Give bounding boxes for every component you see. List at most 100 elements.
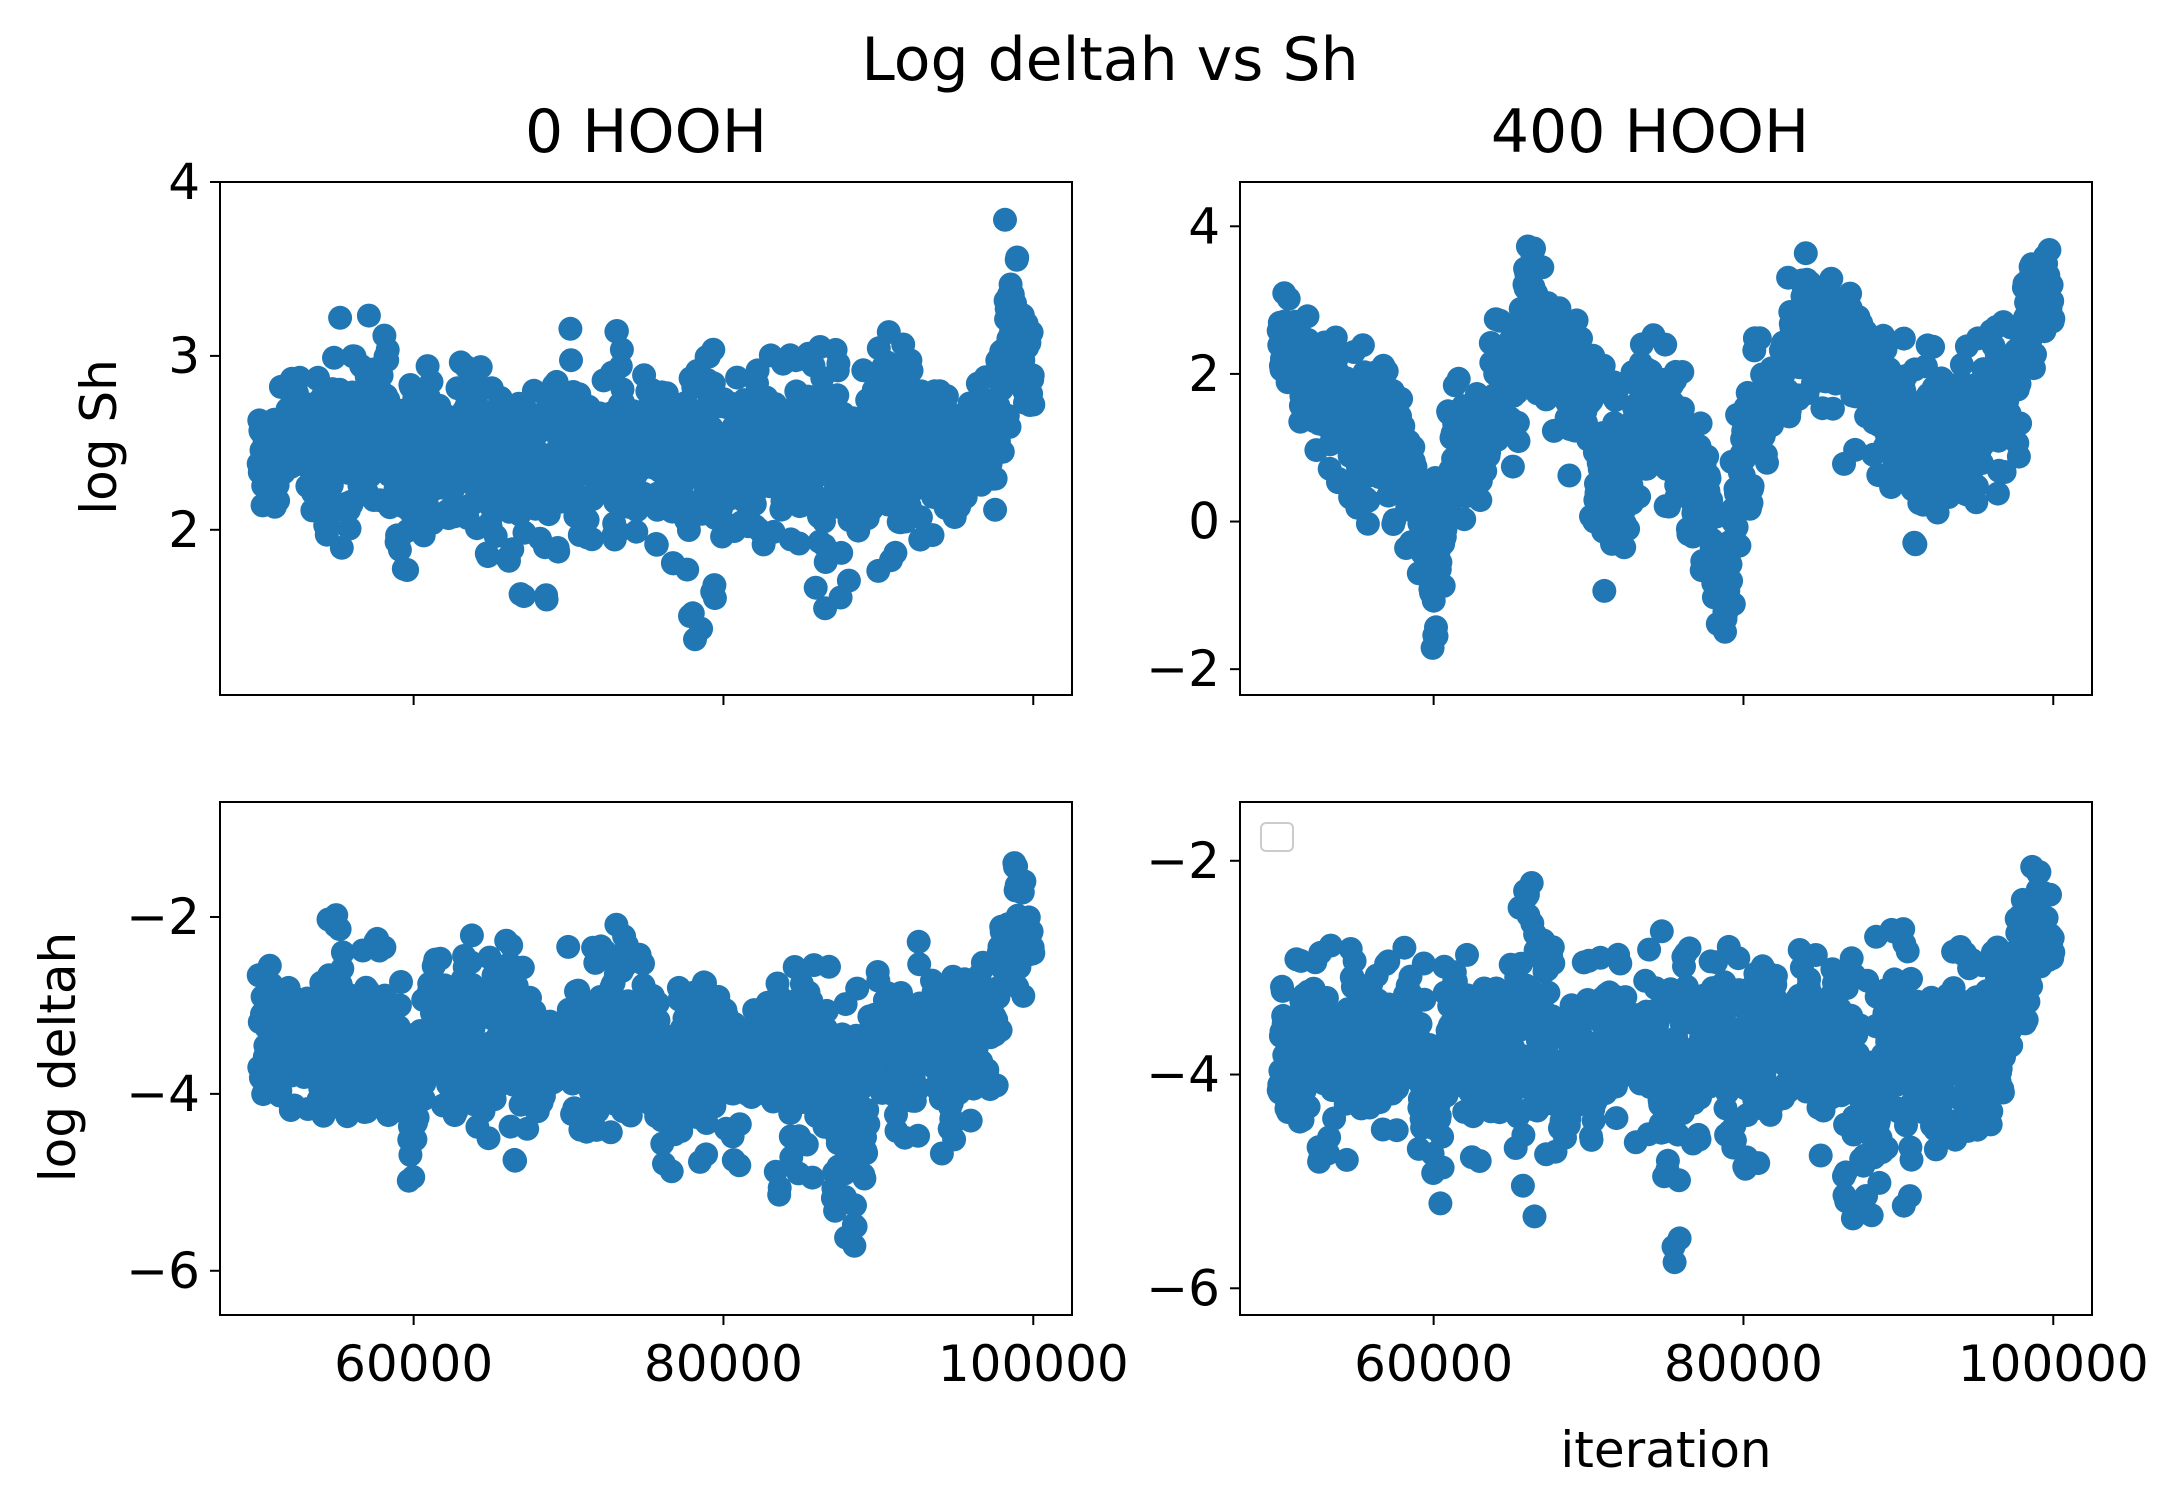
scatter-point: [535, 588, 559, 612]
scatter-point: [1678, 936, 1702, 960]
scatter-point: [1425, 624, 1449, 648]
scatter-point: [1389, 387, 1413, 411]
scatter-point: [401, 1165, 425, 1189]
scatter-point: [854, 1141, 878, 1165]
scatter-point: [1431, 1156, 1455, 1180]
scatter-point: [1392, 936, 1416, 960]
scatter-point: [2023, 342, 2047, 366]
scatter-point: [2008, 411, 2032, 435]
scatter-point: [993, 208, 1017, 232]
scatter-point: [1536, 981, 1560, 1005]
scatter-point: [1523, 1204, 1547, 1228]
scatter-point: [800, 1166, 824, 1190]
scatter-point: [991, 440, 1015, 464]
scatter-point: [1455, 943, 1479, 967]
scatter-point: [1755, 451, 1779, 475]
scatter-point: [1748, 326, 1772, 350]
x-axis-label-iteration: iteration: [1560, 1421, 1771, 1479]
scatter-point: [1432, 574, 1456, 598]
scatter-point: [906, 1124, 930, 1148]
scatter-point: [694, 1142, 718, 1166]
scatter-point: [817, 955, 841, 979]
panel-title-400-hooh: 400 HOOH: [1491, 97, 1809, 167]
scatter-point: [338, 517, 362, 541]
scatter-point: [376, 338, 400, 362]
scatter-point: [1663, 1250, 1687, 1274]
scatter-point: [1719, 569, 1743, 593]
y-axis-label-log-deltah: log deltah: [29, 932, 87, 1182]
scatter-point: [1430, 1125, 1454, 1149]
scatter-point: [2007, 445, 2031, 469]
scatter-point: [1012, 869, 1036, 893]
scatter-point: [1005, 246, 1029, 270]
scatter-point: [1021, 941, 1045, 965]
y-axis-label-log-sh: log Sh: [70, 359, 128, 515]
scatter-point: [460, 923, 484, 947]
scatter-point: [328, 306, 352, 330]
scatter-point: [728, 1112, 752, 1136]
scatter-point: [1412, 952, 1436, 976]
scatter-point: [503, 1149, 527, 1173]
scatter-point: [558, 317, 582, 341]
scatter-point: [1343, 949, 1367, 973]
panel-title-0-hooh: 0 HOOH: [525, 97, 767, 167]
scatter-point: [1604, 1106, 1628, 1130]
scatter-point: [1296, 304, 1320, 328]
scatter-point: [1428, 1104, 1452, 1128]
y-tick-label: −2: [1146, 640, 1220, 698]
scatter-point: [1021, 363, 1045, 387]
scatter-point: [1511, 1123, 1535, 1147]
scatter-point: [701, 338, 725, 362]
scatter-point: [660, 1159, 684, 1183]
scatter-point: [1741, 474, 1765, 498]
scatter-point: [556, 935, 580, 959]
scatter-point: [1428, 1191, 1452, 1215]
scatter-point: [499, 933, 523, 957]
scatter-point: [546, 540, 570, 564]
scatter-point: [985, 1073, 1009, 1097]
scatter-point: [624, 520, 648, 544]
scatter-point: [1670, 360, 1694, 384]
scatter-point: [469, 355, 493, 379]
scatter-point: [357, 304, 381, 328]
scatter-point: [2037, 238, 2061, 262]
scatter-point: [1409, 1012, 1433, 1036]
scatter-point: [328, 917, 352, 941]
scatter-point: [1468, 1149, 1492, 1173]
scatter-point: [843, 1193, 867, 1217]
scatter-point: [512, 584, 536, 608]
scatter-point: [1592, 579, 1616, 603]
x-tick-label: 80000: [644, 1335, 803, 1393]
scatter-point: [2041, 307, 2065, 331]
scatter-point: [883, 541, 907, 565]
scatter-point: [1608, 952, 1632, 976]
scatter-point: [1650, 919, 1674, 943]
scatter-point: [1892, 327, 1916, 351]
scatter-point: [787, 532, 811, 556]
scatter-point: [837, 569, 861, 593]
scatter-point: [1356, 512, 1380, 536]
scatter-point: [1557, 464, 1581, 488]
scatter-point: [1020, 320, 1044, 344]
scatter-point: [1794, 241, 1818, 265]
scatter-point: [388, 993, 412, 1017]
scatter-point: [1511, 1174, 1535, 1198]
scatter-point: [1452, 507, 1476, 531]
scatter-point: [983, 498, 1007, 522]
scatter-point: [768, 1176, 792, 1200]
scatter-point: [610, 338, 634, 362]
scatter-point: [580, 527, 604, 551]
scatter-point: [477, 1126, 501, 1150]
scatter-point: [675, 558, 699, 582]
scatter-point: [1530, 255, 1554, 279]
y-tick-label: 3: [168, 327, 200, 385]
scatter-point: [1541, 951, 1565, 975]
scatter-point: [984, 467, 1008, 491]
scatter-point: [1616, 517, 1640, 541]
scatter-point: [1727, 534, 1751, 558]
scatter-point: [1821, 397, 1845, 421]
scatter-point: [1277, 287, 1301, 311]
scatter-point: [921, 523, 945, 547]
y-tick-label: 0: [1188, 493, 1220, 551]
